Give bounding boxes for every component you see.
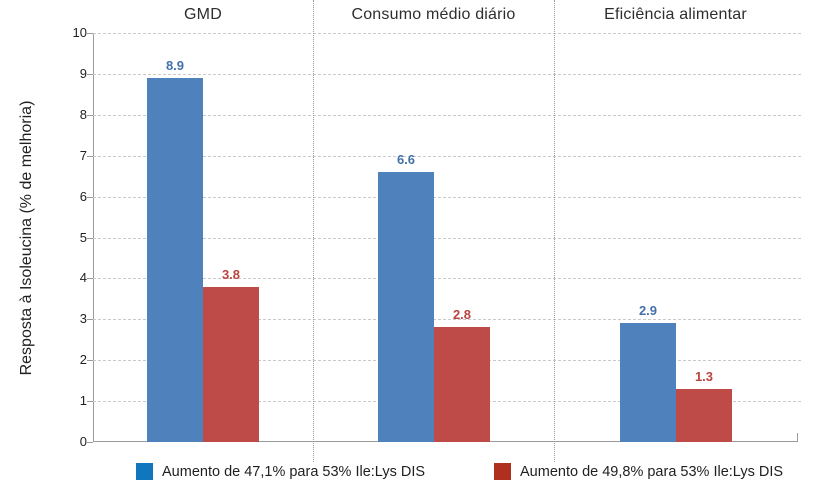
y-axis-tick-label: 3 [79, 311, 87, 327]
y-axis-tick-mark [87, 278, 93, 280]
y-axis-tick-label: 7 [79, 147, 87, 163]
legend-swatch-series-1 [494, 463, 511, 480]
y-axis-tick-mark [87, 360, 93, 362]
y-axis-title: Resposta à Isoleucina (% de melhoria) [18, 100, 35, 376]
bar-series-0-category-2 [620, 323, 676, 442]
legend-item-series-1: Aumento de 49,8% para 53% Ile:Lys DIS [494, 463, 783, 480]
y-axis-tick-label: 2 [79, 352, 87, 368]
gridline-y-7 [93, 155, 801, 157]
y-axis-tick-label: 9 [79, 65, 87, 81]
y-axis-tick-mark [87, 196, 93, 198]
y-axis-tick-mark [87, 33, 93, 34]
legend-item-series-0: Aumento de 47,1% para 53% Ile:Lys DIS [136, 463, 425, 480]
x-axis-end-tick [797, 433, 798, 442]
panel-title-gmd: GMD [184, 6, 222, 23]
gridline-y-3 [93, 319, 801, 321]
y-axis-tick-mark [87, 114, 93, 116]
bar-value-label-series-0-category-2: 2.9 [638, 303, 658, 319]
y-axis-tick-label: 8 [79, 106, 87, 122]
y-axis-tick-label: 10 [72, 25, 87, 40]
y-axis-tick-mark [87, 442, 93, 443]
y-axis-tick-label: 6 [79, 188, 87, 204]
gridline-y-4 [93, 278, 801, 280]
bar-value-label-series-1-category-1: 2.8 [452, 307, 472, 323]
y-axis-tick-mark [87, 155, 93, 157]
y-axis-tick-label: 4 [79, 270, 87, 286]
bar-value-label-series-1-category-0: 3.8 [221, 266, 241, 282]
bar-series-1-category-0 [203, 286, 259, 442]
panel-title-consumo-medio-diario: Consumo médio diário [351, 6, 516, 23]
panel-title-eficiencia-alimentar: Eficiência alimentar [604, 6, 747, 23]
legend-label-series-1: Aumento de 49,8% para 53% Ile:Lys DIS [520, 463, 784, 480]
bar-series-0-category-0 [147, 77, 203, 442]
y-axis-tick-mark [87, 401, 93, 403]
gridline-y-9 [93, 73, 801, 75]
gridline-y-8 [93, 114, 801, 116]
y-axis-tick-label: 0 [79, 434, 87, 449]
gridline-y-5 [93, 237, 801, 239]
bar-value-label-series-0-category-1: 6.6 [396, 152, 416, 168]
y-axis-tick-label: 1 [79, 393, 87, 409]
bar-series-1-category-1 [434, 327, 490, 442]
bar-series-1-category-2 [676, 388, 732, 442]
bar-value-label-series-0-category-0: 8.9 [165, 57, 185, 73]
panel-separator-1 [313, 0, 314, 462]
legend-label-series-0: Aumento de 47,1% para 53% Ile:Lys DIS [162, 463, 426, 480]
bar-value-label-series-1-category-2: 1.3 [694, 368, 714, 384]
gridline-y-10 [93, 33, 801, 34]
legend-swatch-series-0 [136, 463, 153, 480]
bar-series-0-category-1 [378, 172, 434, 442]
y-axis-tick-label: 5 [79, 229, 87, 245]
panel-separator-2 [554, 0, 555, 462]
y-axis-tick-mark [87, 319, 93, 321]
gridline-y-6 [93, 196, 801, 198]
y-axis-tick-mark [87, 73, 93, 75]
y-axis-tick-mark [87, 237, 93, 239]
